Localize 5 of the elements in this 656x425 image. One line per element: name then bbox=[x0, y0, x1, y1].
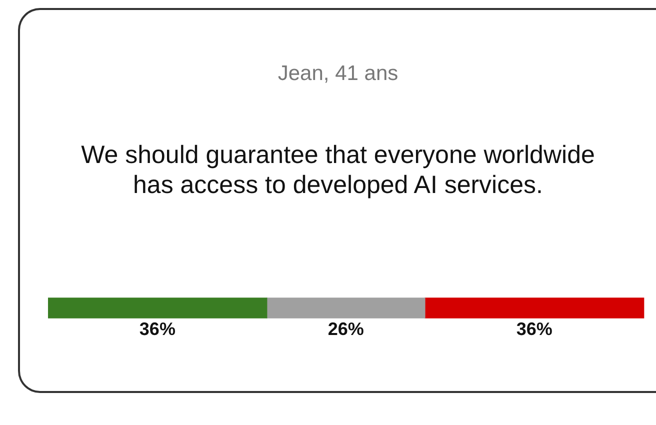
chart-subtitle: Jean, 41 ans bbox=[276, 62, 400, 86]
data-label: 36% bbox=[516, 318, 552, 339]
data-label: 26% bbox=[328, 318, 364, 339]
chart-title: We should guarantee that everyone worldwide has access to developed AI services. bbox=[80, 140, 596, 200]
data-label: 36% bbox=[139, 318, 176, 339]
